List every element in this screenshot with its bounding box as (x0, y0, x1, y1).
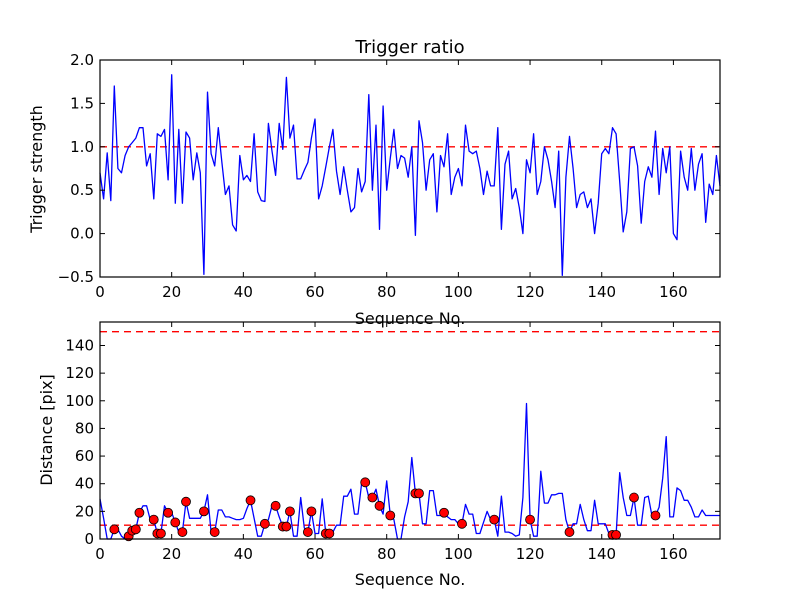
data-point (302, 527, 313, 537)
series-line (99, 74, 721, 276)
y-tick-label: 100 (65, 392, 94, 410)
x-tick-label: 120 (516, 545, 545, 563)
y-tick-label: 1.5 (70, 94, 94, 112)
data-point (163, 507, 173, 518)
data-point (270, 500, 281, 511)
data-point (199, 506, 209, 517)
data-point (385, 510, 396, 521)
data-point (489, 514, 500, 525)
y-tick-label: 2.0 (70, 51, 94, 69)
x-tick-label: 80 (377, 283, 396, 301)
data-point (156, 528, 166, 539)
x-tick-label: 60 (305, 283, 324, 301)
data-point (245, 495, 256, 506)
bottom-axes-distance: Sequence No. Distance [pix] 0 20 40 60 80 100… (37, 321, 721, 589)
data-point (285, 506, 295, 517)
y-tick-label: 0.0 (70, 225, 94, 243)
y-axis-label: Distance [pix] (37, 374, 56, 486)
data-point (148, 514, 159, 525)
data-point (525, 514, 535, 525)
data-point (209, 527, 220, 537)
data-point (360, 477, 371, 488)
x-tick-label: 0 (95, 545, 105, 563)
x-tick-label: 100 (444, 545, 473, 563)
y-tick-label: 120 (65, 364, 94, 382)
x-tick-label: 140 (587, 545, 616, 563)
x-tick-label: 0 (95, 283, 105, 301)
y-tick-label: 60 (75, 447, 94, 465)
data-point (439, 507, 449, 518)
data-point (134, 507, 145, 518)
data-point (414, 488, 424, 499)
data-point (177, 527, 188, 537)
x-tick-label: 40 (234, 545, 253, 563)
data-point (130, 524, 141, 535)
x-axis-label: Sequence No. (355, 309, 466, 328)
x-tick-label: 20 (162, 283, 181, 301)
x-tick-label: 160 (659, 545, 688, 563)
axes-frame (99, 321, 721, 540)
data-point (324, 528, 335, 539)
data-point (181, 496, 191, 507)
top-axes-trigger-ratio: Trigger ratio Sequence No. Trigger stren… (27, 37, 721, 328)
chart-title: Trigger ratio (354, 37, 464, 58)
data-point (629, 492, 639, 503)
y-tick-label: 1.0 (70, 138, 94, 156)
data-point (611, 529, 621, 540)
x-tick-label: 80 (377, 545, 396, 563)
data-point (109, 524, 120, 535)
data-point (457, 518, 467, 529)
x-tick-label: 40 (234, 283, 253, 301)
x-tick-label: 60 (305, 545, 324, 563)
y-axis-label: Trigger strength (27, 105, 46, 234)
x-tick-label: 140 (587, 283, 616, 301)
y-tick-label: 140 (65, 336, 94, 354)
axes-frame (99, 59, 721, 278)
data-point (367, 492, 378, 503)
x-tick-label: 100 (444, 283, 473, 301)
x-tick-label: 120 (516, 283, 545, 301)
data-point (650, 510, 661, 521)
x-axis-label: Sequence No. (355, 570, 466, 589)
data-point (281, 521, 292, 532)
x-tick-label: 160 (659, 283, 688, 301)
data-point (170, 517, 181, 528)
data-point (306, 506, 317, 517)
x-tick-label: 20 (162, 545, 181, 563)
y-tick-label: 20 (75, 502, 94, 520)
y-tick-label: 0.5 (70, 181, 94, 199)
data-point (564, 527, 575, 537)
y-tick-label: 40 (75, 475, 94, 493)
y-tick-label: −0.5 (58, 268, 94, 286)
data-point (259, 518, 270, 529)
y-tick-label: 0 (84, 530, 94, 548)
data-point (374, 500, 385, 511)
y-tick-label: 80 (75, 419, 94, 437)
